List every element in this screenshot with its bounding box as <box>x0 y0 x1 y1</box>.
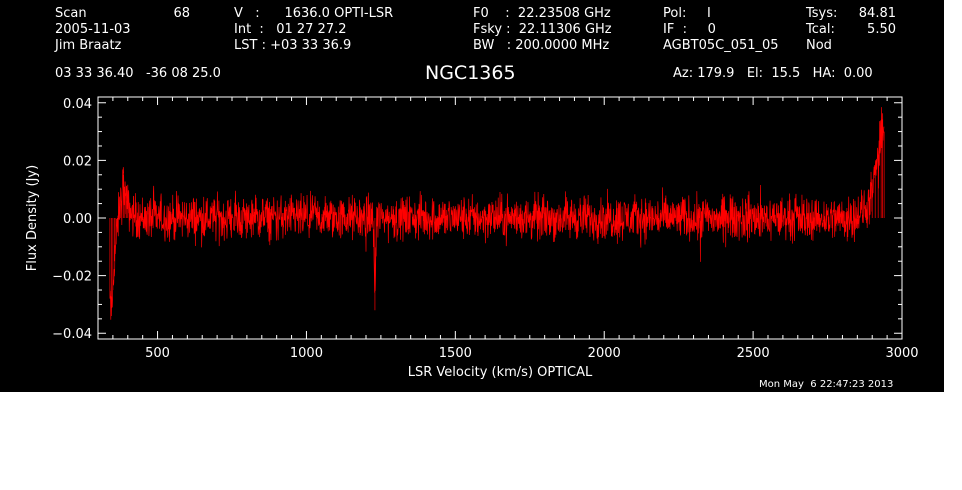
scan-number: 68 <box>173 6 190 21</box>
tcal-value: 5.50 <box>867 22 896 37</box>
tsys-label: Tsys: <box>806 6 838 21</box>
x-tick-label: 2000 <box>588 346 621 361</box>
if-number: IF : 0 <box>663 22 716 37</box>
procedure: Nod <box>806 38 832 53</box>
x-tick-label: 500 <box>145 346 170 361</box>
y-tick-label: 0.00 <box>63 212 92 227</box>
scan-label: Scan <box>55 6 87 21</box>
x-tick-label: 3000 <box>885 346 918 361</box>
gbtidl-plot-panel: Scan 68 2005-11-03 Jim Braatz V : 1636.0… <box>0 0 944 392</box>
x-tick-label: 1500 <box>439 346 472 361</box>
spectrum-plot: 500 1000 1500 2000 2500 3000 −0.04 −0.02 0.00 0.0… <box>25 96 919 380</box>
y-tick-label: 0.02 <box>63 154 92 169</box>
rest-frequency: F0 : 22.23508 GHz <box>473 6 611 21</box>
x-axis-label: LSR Velocity (km/s) OPTICAL <box>408 365 593 380</box>
y-tick-label: −0.02 <box>52 270 92 285</box>
tcal-label: Tcal: <box>806 22 835 37</box>
tsys-value: 84.81 <box>858 6 896 21</box>
lst: LST : +03 33 36.9 <box>234 38 352 53</box>
plot-timestamp: Mon May 6 22:47:23 2013 <box>759 379 894 390</box>
integration-time: Int : 01 27 27.2 <box>234 22 347 37</box>
source-name: NGC1365 <box>425 62 516 84</box>
source-coordinates: 03 33 36.40 -36 08 25.0 <box>55 66 221 81</box>
spectrum-series-line <box>109 107 885 320</box>
bandwidth: BW : 200.0000 MHz <box>473 38 610 53</box>
pointing-info: Az: 179.9 El: 15.5 HA: 0.00 <box>673 66 873 81</box>
y-tick-label: 0.04 <box>63 97 92 112</box>
polarization: Pol: I <box>663 6 711 21</box>
x-tick-label: 2500 <box>737 346 770 361</box>
x-tick-label: 1000 <box>290 346 323 361</box>
observer: Jim Braatz <box>55 38 122 53</box>
y-tick-label: −0.04 <box>52 327 92 342</box>
y-axis-label: Flux Density (Jy) <box>25 165 40 271</box>
velocity-info: V : 1636.0 OPTI-LSR <box>234 6 394 21</box>
project-id: AGBT05C_051_05 <box>663 38 779 53</box>
sky-frequency: Fsky : 22.11306 GHz <box>473 22 612 37</box>
obs-date: 2005-11-03 <box>55 22 131 37</box>
